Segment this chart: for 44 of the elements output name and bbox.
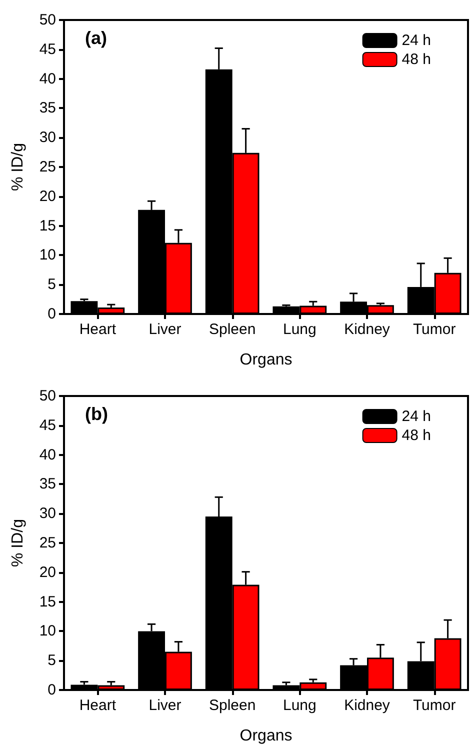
legend-label: 24 h	[402, 32, 432, 49]
y-tick-label: 20	[39, 564, 56, 581]
y-tick-label: 0	[48, 682, 56, 698]
x-tick-label: Heart	[79, 697, 117, 714]
x-tick-label: Spleen	[208, 321, 256, 338]
x-tick-label: Tumor	[412, 697, 456, 714]
x-tick-label: Lung	[282, 697, 316, 714]
y-tick-label: 10	[39, 622, 56, 640]
x-tick-label: Heart	[79, 321, 117, 338]
y-tick-label: 25	[39, 534, 56, 552]
x-tick-label: Liver	[148, 697, 182, 714]
x-tick-label: Kidney	[344, 697, 390, 714]
y-tick-label: 30	[39, 129, 56, 146]
y-tick-label: 40	[39, 446, 56, 464]
y-tick-label: 45	[39, 40, 56, 58]
x-axis-title: Organs	[240, 352, 292, 368]
y-tick-label: 50	[39, 388, 56, 404]
y-tick-label: 10	[39, 246, 56, 264]
y-tick-label: 15	[39, 217, 56, 234]
legend-label: 48 h	[402, 51, 432, 68]
y-tick-label: 0	[48, 306, 56, 322]
y-tick-label: 35	[39, 100, 56, 117]
chart-title: (a)	[85, 28, 108, 48]
chart-title: (b)	[85, 404, 108, 424]
y-axis-title: % ID/g	[10, 142, 26, 192]
legend-label: 48 h	[402, 427, 432, 444]
y-tick-label: 45	[39, 416, 56, 434]
y-tick-label: 35	[39, 476, 56, 493]
y-axis-title: % ID/g	[10, 518, 26, 568]
y-tick-label: 20	[39, 188, 56, 205]
y-tick-label: 15	[39, 593, 56, 610]
x-tick-label: Lung	[282, 321, 316, 338]
y-tick-label: 5	[48, 652, 56, 670]
y-tick-label: 30	[39, 505, 56, 522]
y-tick-label: 5	[48, 276, 56, 294]
x-tick-label: Tumor	[412, 321, 456, 338]
x-tick-label: Spleen	[208, 697, 256, 714]
x-axis-title: Organs	[240, 728, 292, 744]
y-tick-label: 25	[39, 158, 56, 176]
legend-label: 24 h	[402, 408, 432, 425]
y-tick-label: 40	[39, 70, 56, 88]
x-tick-label: Liver	[148, 321, 182, 338]
y-tick-label: 50	[39, 12, 56, 28]
x-tick-label: Kidney	[344, 321, 390, 338]
